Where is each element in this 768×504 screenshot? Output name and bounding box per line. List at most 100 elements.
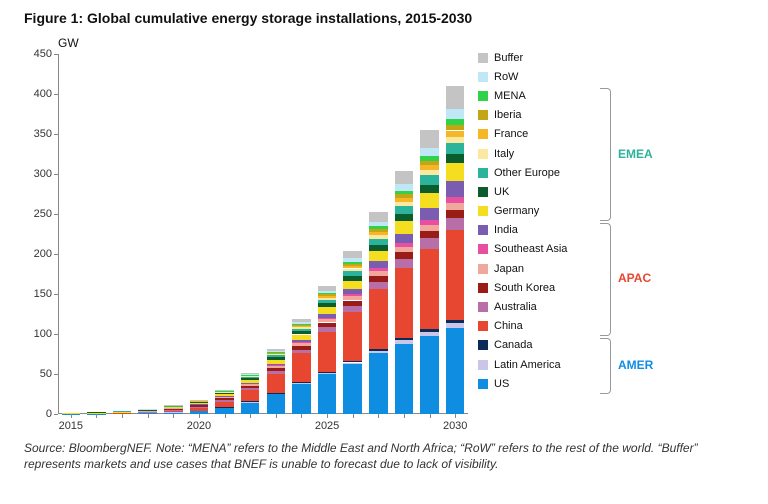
bar-segment — [241, 380, 259, 383]
legend-label: US — [494, 378, 509, 390]
legend-label: RoW — [494, 71, 518, 83]
bar-segment — [318, 314, 336, 318]
bar-segment — [190, 404, 208, 405]
legend-label: Latin America — [494, 359, 561, 371]
bar-segment — [446, 203, 464, 210]
y-tick-label: 200 — [22, 248, 52, 260]
bar-segment — [292, 335, 310, 340]
legend-label: China — [494, 320, 523, 332]
bar-segment — [318, 307, 336, 314]
y-axis-line — [58, 54, 59, 414]
bar-segment — [318, 303, 336, 307]
bar-segment — [267, 394, 285, 414]
bar-segment — [267, 352, 285, 353]
x-tick-label: 2020 — [187, 420, 211, 432]
bar-segment — [267, 371, 285, 374]
bar-segment — [267, 374, 285, 393]
bar-segment — [241, 376, 259, 377]
bar-column — [446, 86, 464, 414]
x-tick-mark — [250, 414, 251, 418]
x-tick-mark — [122, 414, 123, 418]
legend-swatch — [478, 244, 488, 254]
x-tick-mark — [199, 414, 200, 418]
bar-segment — [343, 251, 361, 258]
bar-segment — [267, 353, 285, 354]
bar-segment — [318, 298, 336, 300]
bar-segment — [190, 405, 208, 407]
x-tick-mark — [148, 414, 149, 418]
bar-segment — [395, 268, 413, 338]
bar-segment — [446, 109, 464, 119]
y-tick-mark — [54, 174, 58, 175]
y-tick-label: 50 — [22, 368, 52, 380]
y-tick-mark — [54, 374, 58, 375]
bar-segment — [420, 332, 438, 336]
bar-segment — [241, 388, 259, 390]
bar-segment — [215, 398, 233, 400]
bar-segment — [343, 289, 361, 294]
bar-segment — [369, 282, 387, 290]
legend-swatch — [478, 149, 488, 159]
legend-swatch — [478, 91, 488, 101]
bar-segment — [395, 252, 413, 258]
x-tick-mark — [96, 414, 97, 418]
y-tick-mark — [54, 54, 58, 55]
bar-segment — [420, 193, 438, 208]
bar-segment — [395, 338, 413, 340]
bar-segment — [318, 300, 336, 303]
bar-segment — [420, 165, 438, 170]
bar-segment — [446, 86, 464, 108]
bar-segment — [369, 232, 387, 235]
y-axis-label: GW — [58, 36, 79, 50]
region-bracket-label: AMER — [618, 358, 653, 372]
bar-segment — [190, 407, 208, 408]
legend-label: Australia — [494, 301, 537, 313]
bar-segment — [446, 154, 464, 163]
bar-segment — [343, 296, 361, 300]
x-tick-mark — [404, 414, 405, 418]
bar-segment — [420, 156, 438, 161]
bar-segment — [420, 231, 438, 238]
legend-swatch — [478, 283, 488, 293]
bar-segment — [369, 235, 387, 238]
bar-segment — [267, 364, 285, 365]
bar-segment — [420, 336, 438, 414]
bar-column — [343, 251, 361, 414]
legend-swatch — [478, 360, 488, 370]
bar-segment — [318, 327, 336, 332]
bar-segment — [369, 268, 387, 271]
bar-segment — [292, 346, 310, 350]
bar-segment — [113, 411, 131, 412]
y-tick-mark — [54, 334, 58, 335]
bar-segment — [138, 412, 156, 413]
legend-swatch — [478, 302, 488, 312]
bar-segment — [292, 327, 310, 328]
bar-segment — [446, 230, 464, 320]
bar-segment — [420, 225, 438, 231]
bar-segment — [369, 229, 387, 232]
bar-segment — [292, 331, 310, 334]
bar-segment — [446, 163, 464, 180]
legend-label: Japan — [494, 263, 524, 275]
bar-segment — [190, 408, 208, 411]
region-bracket — [600, 338, 611, 394]
bar-segment — [343, 258, 361, 261]
bar-segment — [420, 238, 438, 249]
bar-segment — [318, 318, 336, 319]
bar-segment — [420, 220, 438, 225]
bar-segment — [292, 319, 310, 322]
bar-segment — [446, 143, 464, 155]
bar-segment — [241, 378, 259, 380]
bar-segment — [395, 247, 413, 252]
bar-segment — [292, 350, 310, 354]
bar-segment — [343, 271, 361, 276]
bar-segment — [241, 374, 259, 375]
bar-segment — [318, 286, 336, 291]
bar-segment — [395, 194, 413, 198]
bar-segment — [369, 276, 387, 282]
bar-segment — [241, 377, 259, 378]
bar-segment — [343, 294, 361, 296]
bar-segment — [369, 251, 387, 261]
bar-segment — [420, 329, 438, 331]
bar-segment — [241, 402, 259, 414]
